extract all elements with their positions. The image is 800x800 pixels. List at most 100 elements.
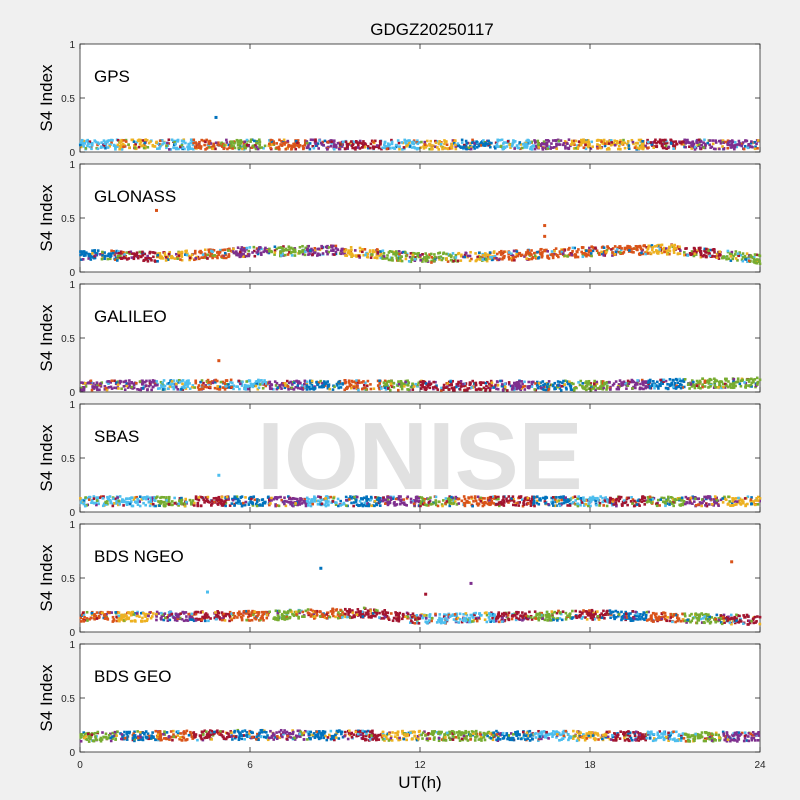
y-tick-label: 0	[69, 268, 75, 279]
data-point	[476, 504, 480, 507]
data-point	[732, 377, 736, 381]
data-point	[445, 252, 448, 256]
data-point	[727, 380, 730, 383]
data-point	[648, 251, 652, 255]
data-point	[166, 141, 169, 145]
data-point	[576, 504, 580, 508]
data-point	[141, 379, 144, 383]
data-point	[103, 251, 106, 254]
data-point	[652, 146, 656, 149]
data-point	[518, 141, 522, 144]
data-point	[660, 248, 664, 251]
data-point	[679, 379, 683, 383]
data-point	[180, 498, 184, 502]
data-point	[554, 498, 557, 501]
data-point	[363, 248, 367, 251]
data-point	[702, 254, 706, 257]
data-point	[699, 386, 702, 390]
data-point	[541, 146, 544, 150]
data-point	[81, 258, 85, 261]
data-point	[192, 141, 195, 145]
data-point	[136, 497, 139, 501]
data-point	[682, 380, 686, 383]
data-point	[114, 258, 117, 261]
data-point	[451, 496, 455, 500]
data-point	[392, 250, 396, 254]
data-point	[371, 253, 374, 256]
data-point	[94, 253, 98, 257]
data-point	[558, 384, 561, 387]
data-point	[586, 253, 590, 257]
data-point	[454, 145, 458, 148]
data-point	[303, 380, 307, 383]
data-point	[713, 385, 717, 389]
data-point	[341, 382, 345, 385]
data-point	[698, 379, 702, 383]
data-point	[675, 143, 678, 146]
data-point	[437, 251, 440, 255]
data-point	[446, 500, 450, 504]
data-point	[150, 258, 153, 262]
data-point	[535, 380, 539, 384]
data-point	[357, 504, 360, 508]
data-point	[282, 254, 286, 257]
data-point	[127, 143, 130, 146]
data-point	[445, 143, 449, 147]
data-point	[647, 382, 650, 386]
data-point	[738, 143, 742, 147]
data-point	[180, 501, 183, 504]
data-point	[260, 379, 263, 382]
data-point	[489, 501, 493, 505]
data-point	[109, 381, 113, 384]
data-point	[355, 140, 358, 144]
data-point	[193, 249, 197, 253]
data-point	[671, 142, 674, 146]
data-point	[324, 499, 328, 502]
data-point	[152, 380, 155, 384]
data-point	[750, 381, 754, 385]
data-point	[582, 504, 586, 507]
data-point	[197, 498, 201, 502]
data-point	[750, 377, 753, 381]
data-point	[100, 257, 104, 261]
data-point	[592, 247, 596, 250]
data-point	[353, 495, 356, 499]
data-point	[362, 380, 365, 383]
data-point	[589, 249, 593, 252]
data-point	[161, 388, 165, 391]
data-point	[124, 140, 128, 143]
data-point	[713, 380, 716, 384]
data-point	[361, 248, 364, 251]
data-point	[327, 145, 330, 149]
data-point	[133, 146, 137, 150]
data-point	[320, 245, 324, 248]
data-point	[112, 497, 115, 501]
data-point	[177, 381, 180, 384]
data-point	[123, 144, 126, 147]
data-point	[581, 246, 584, 250]
data-point	[286, 248, 289, 252]
data-point	[474, 499, 478, 503]
data-point	[403, 503, 407, 506]
data-point	[183, 386, 186, 389]
data-point	[495, 380, 499, 383]
data-point	[501, 257, 504, 261]
data-point	[254, 380, 258, 383]
data-point	[444, 497, 448, 500]
data-point	[626, 384, 630, 387]
data-point	[250, 501, 253, 504]
data-point	[85, 139, 88, 143]
data-point	[448, 147, 452, 150]
data-point	[464, 382, 468, 385]
data-point	[606, 245, 610, 249]
data-point	[672, 144, 675, 147]
data-point	[160, 255, 164, 259]
data-point	[258, 379, 261, 382]
data-point	[279, 246, 283, 249]
data-point	[541, 251, 544, 254]
data-point	[397, 141, 401, 145]
data-point	[500, 249, 503, 253]
data-point	[121, 498, 125, 502]
data-point	[482, 381, 485, 384]
data-point	[727, 385, 730, 389]
